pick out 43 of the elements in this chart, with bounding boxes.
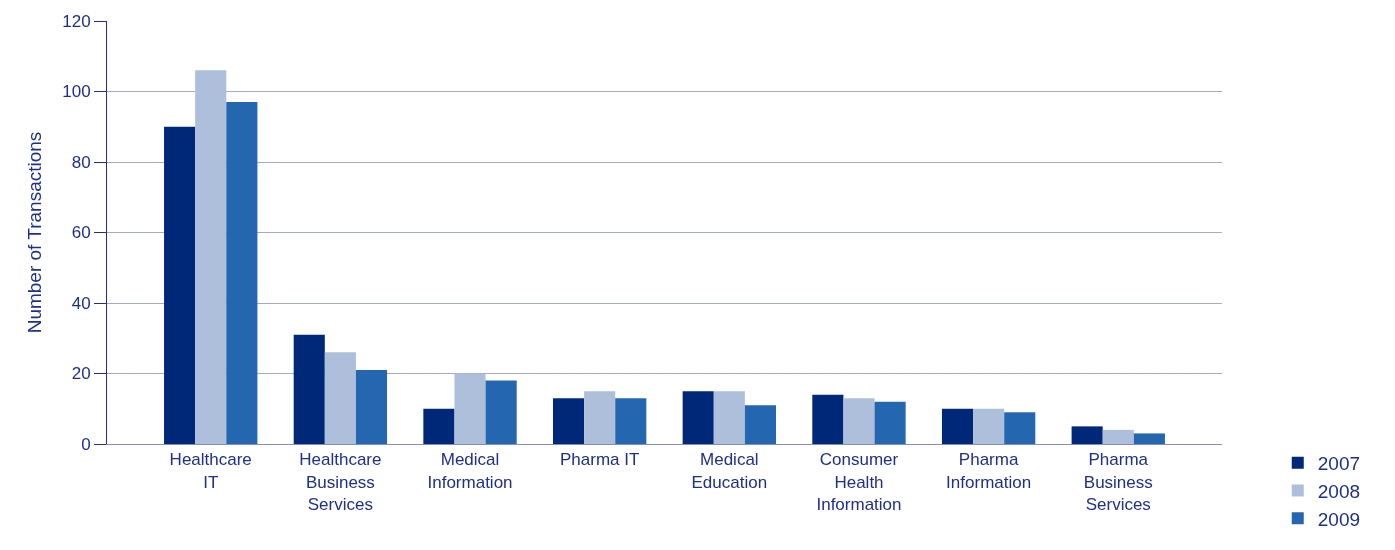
x-tick-label: Pharma Business Services bbox=[1083, 450, 1153, 514]
bar bbox=[1102, 429, 1134, 444]
bar bbox=[1004, 412, 1036, 444]
bar bbox=[713, 391, 745, 444]
bar bbox=[973, 408, 1005, 444]
x-tick-label: Pharma IT bbox=[559, 450, 640, 470]
bar bbox=[454, 373, 486, 444]
bar bbox=[293, 334, 325, 444]
x-tick-label: Consumer Health Information bbox=[816, 450, 902, 514]
bar bbox=[324, 352, 356, 444]
y-tick-label: 80 bbox=[71, 152, 91, 172]
bar bbox=[195, 70, 227, 444]
x-tick-label: Healthcare Business Services bbox=[299, 450, 382, 514]
bar bbox=[164, 126, 196, 444]
bar bbox=[355, 369, 388, 444]
bar bbox=[843, 398, 875, 444]
x-tick-label: Medical Information bbox=[427, 450, 513, 492]
bar bbox=[941, 408, 974, 444]
bar bbox=[423, 408, 455, 444]
bar bbox=[874, 401, 906, 444]
bar bbox=[553, 398, 585, 444]
y-tick-label: 60 bbox=[71, 223, 91, 243]
legend-label: 2008 bbox=[1317, 480, 1361, 502]
bar bbox=[812, 394, 844, 444]
bar bbox=[615, 398, 647, 444]
x-tick-label: Healthcare IT bbox=[169, 450, 252, 492]
legend-label: 2009 bbox=[1317, 508, 1361, 530]
y-tick-label: 20 bbox=[71, 364, 91, 384]
y-axis-title: Number of Transactions bbox=[24, 131, 46, 334]
bar bbox=[226, 102, 258, 444]
bar bbox=[1133, 433, 1165, 444]
x-tick-label: Pharma Information bbox=[946, 450, 1032, 492]
bar bbox=[584, 391, 616, 444]
bar bbox=[485, 380, 517, 444]
bar bbox=[682, 391, 714, 444]
legend-label: 2007 bbox=[1317, 453, 1361, 475]
bar bbox=[744, 405, 776, 444]
y-tick-label: 0 bbox=[81, 434, 91, 454]
y-tick-label: 120 bbox=[62, 11, 91, 31]
bar bbox=[1071, 426, 1103, 444]
y-tick-label: 100 bbox=[62, 82, 91, 102]
x-tick-label: Medical Education bbox=[691, 450, 768, 492]
y-tick-label: 40 bbox=[71, 293, 91, 313]
